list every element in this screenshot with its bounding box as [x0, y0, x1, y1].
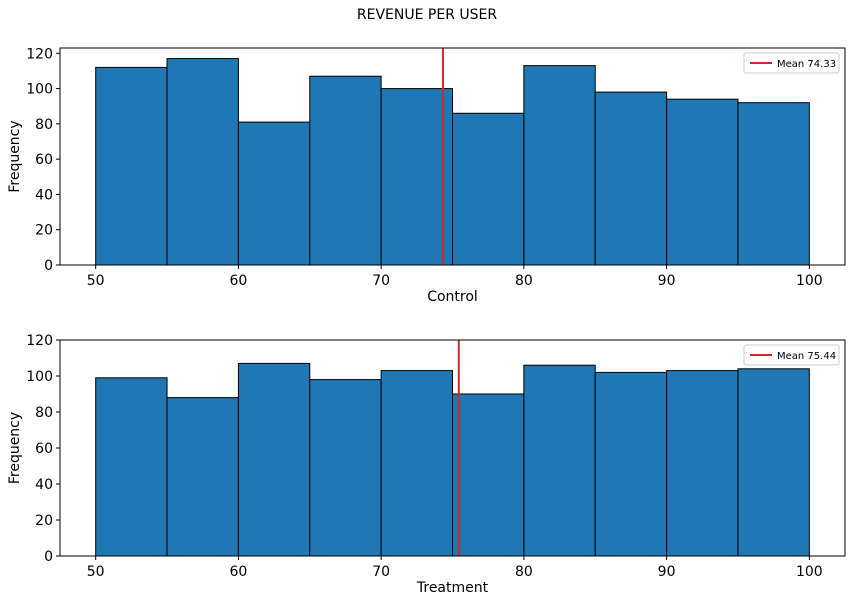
control-xtick-label-90: 90 — [658, 273, 676, 289]
control-bar-5 — [452, 112, 525, 266]
treatment-bar-6 — [523, 364, 596, 557]
control-bar-1 — [166, 58, 239, 266]
treatment-xtick-label-70: 70 — [372, 564, 390, 580]
treatment-ytick-label-80: 80 — [35, 405, 53, 421]
treatment-bar-2 — [237, 362, 311, 557]
treatment-ytick-label-20: 20 — [35, 513, 53, 529]
control-ytick-label-40: 40 — [35, 187, 53, 203]
control-ytick-label-100: 100 — [26, 82, 53, 98]
control-ytick-label-80: 80 — [35, 117, 53, 133]
control-xtick-label-100: 100 — [796, 273, 823, 289]
control-ylabel: Frequency — [7, 120, 23, 192]
treatment-panel: 50 60 70 80 90 100 0 20 40 60 80 100 120 Treatment Fre… — [7, 333, 846, 596]
control-xtick-label-50: 50 — [87, 273, 105, 289]
treatment-xtick-label-80: 80 — [515, 564, 533, 580]
control-bar-9 — [737, 102, 810, 266]
treatment-bar-1 — [166, 397, 239, 557]
control-ytick-label-20: 20 — [35, 223, 53, 239]
treatment-legend: Mean 75.44 — [743, 344, 840, 366]
control-bar-2 — [237, 121, 311, 266]
control-xtick-label-80: 80 — [515, 273, 533, 289]
control-bar-0 — [95, 66, 168, 266]
treatment-ytick-label-60: 60 — [35, 441, 53, 457]
treatment-xtick-label-100: 100 — [796, 564, 823, 580]
control-ytick-label-120: 120 — [26, 46, 53, 62]
control-bar-8 — [666, 98, 739, 266]
treatment-bar-0 — [95, 377, 168, 557]
treatment-bar-7 — [594, 371, 668, 557]
control-legend: Mean 74.33 — [743, 52, 840, 74]
control-xtick-label-60: 60 — [229, 273, 247, 289]
control-xlabel: Control — [427, 289, 478, 305]
control-axes-frame — [59, 47, 846, 266]
control-bar-7 — [594, 91, 668, 266]
treatment-ytick-label-100: 100 — [26, 369, 53, 385]
control-ytick-label-60: 60 — [35, 152, 53, 168]
treatment-legend-label: Mean 75.44 — [777, 351, 836, 362]
treatment-xtick-label-60: 60 — [229, 564, 247, 580]
control-bar-4 — [380, 88, 453, 266]
treatment-xlabel: Treatment — [416, 580, 489, 596]
treatment-bar-9 — [737, 368, 810, 557]
control-bar-6 — [523, 65, 596, 266]
control-legend-label: Mean 74.33 — [777, 59, 836, 70]
control-bar-3 — [309, 75, 382, 266]
treatment-xtick-label-90: 90 — [658, 564, 676, 580]
treatment-ytick-label-0: 0 — [44, 549, 53, 565]
treatment-bar-5 — [452, 393, 525, 557]
treatment-ylabel: Frequency — [7, 412, 23, 484]
treatment-legend-box — [743, 344, 840, 366]
treatment-xtick-label-50: 50 — [87, 564, 105, 580]
treatment-ytick-label-40: 40 — [35, 477, 53, 493]
treatment-ytick-label-120: 120 — [26, 333, 53, 349]
control-ytick-label-0: 0 — [44, 258, 53, 274]
control-legend-box — [743, 52, 840, 74]
treatment-bar-4 — [380, 370, 453, 557]
figure-title: REVENUE PER USER — [357, 7, 497, 23]
treatment-bar-8 — [666, 370, 739, 557]
control-panel: 50 60 70 80 90 100 0 20 40 60 80 100 120 Control Frequ… — [7, 46, 846, 305]
control-xtick-label-70: 70 — [372, 273, 390, 289]
treatment-bar-3 — [309, 379, 382, 557]
